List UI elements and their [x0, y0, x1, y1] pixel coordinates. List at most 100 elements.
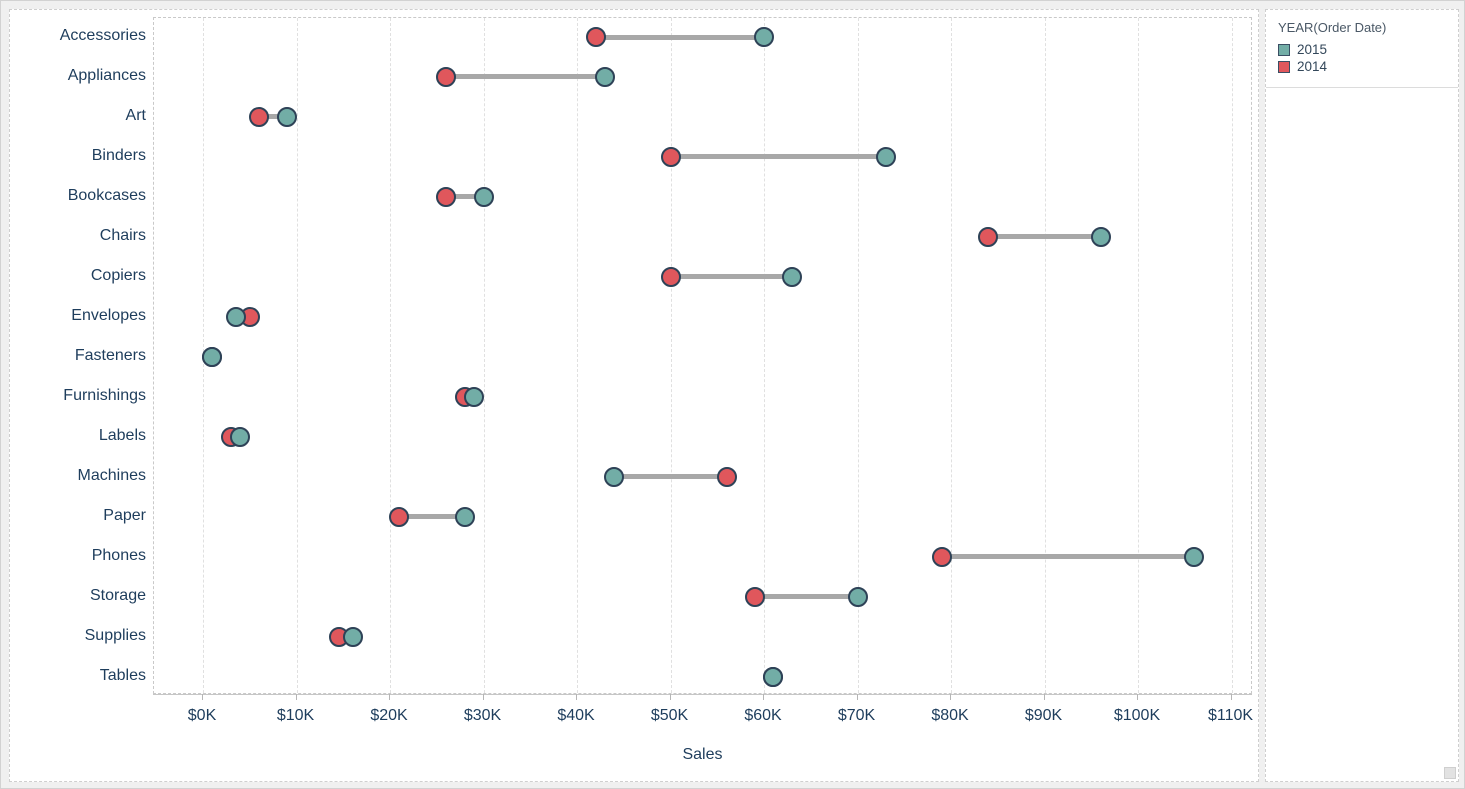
mark-2015[interactable]: [875, 146, 896, 167]
mark-2015[interactable]: [595, 66, 616, 87]
x-tick-mark: [482, 694, 484, 700]
x-tick-mark: [295, 694, 297, 700]
category-label[interactable]: Copiers: [90, 266, 146, 284]
legend-item-2015[interactable]: 2015: [1266, 41, 1458, 58]
x-tick-label: $90K: [1024, 707, 1063, 724]
gridline: [670, 18, 672, 693]
mark-2015[interactable]: [464, 386, 485, 407]
gridline: [390, 18, 391, 693]
category-label[interactable]: Envelopes: [71, 306, 146, 324]
x-tick-mark: [202, 694, 203, 700]
x-tick-label: $80K: [931, 707, 969, 724]
dumbbell-connector: [670, 274, 793, 280]
mark-2014[interactable]: [931, 546, 952, 567]
x-axis: Sales $0K $10K $20K $30K $40K $50K $60K $70K $80…: [153, 694, 1253, 774]
x-tick-label: $40K: [557, 707, 595, 724]
gridline: [1231, 18, 1233, 693]
legend-item-label: 2014: [1297, 59, 1328, 74]
category-label[interactable]: Appliances: [67, 66, 146, 84]
category-label[interactable]: Bookcases: [67, 186, 146, 204]
mark-2014[interactable]: [249, 106, 270, 127]
legend-item-2014[interactable]: 2014: [1266, 58, 1458, 75]
category-label[interactable]: Phones: [91, 546, 146, 564]
gridline: [951, 18, 952, 693]
mark-2014[interactable]: [978, 226, 999, 247]
legend-swatch: [1278, 43, 1290, 56]
mark-2015[interactable]: [847, 586, 868, 607]
category-label[interactable]: Furnishings: [63, 386, 146, 404]
mark-2015[interactable]: [754, 27, 774, 47]
dumbbell-connector: [941, 554, 1195, 560]
x-tick-mark: [1137, 694, 1138, 700]
dumbbell-connector: [670, 154, 886, 160]
chart-panel: Accessories Appliances Art Binders Bookcases…: [9, 9, 1259, 782]
category-label[interactable]: Labels: [98, 426, 146, 444]
legend-item-label: 2015: [1297, 42, 1328, 57]
x-axis-line: [153, 694, 1252, 695]
legend-swatch: [1278, 60, 1290, 73]
x-tick-label: $100K: [1113, 707, 1161, 724]
mark-2015[interactable]: [225, 306, 246, 327]
x-tick-mark: [763, 694, 764, 700]
mark-2014[interactable]: [436, 66, 457, 87]
mark-2015[interactable]: [342, 626, 363, 647]
x-tick-label: $30K: [463, 707, 502, 724]
x-tick-mark: [856, 694, 858, 700]
dumbbell-connector: [988, 234, 1101, 240]
x-tick-label: $10K: [276, 707, 315, 724]
dumbbell-connector: [399, 514, 465, 520]
mark-2015[interactable]: [277, 106, 298, 127]
plot-area[interactable]: [153, 17, 1252, 694]
category-label[interactable]: Supplies: [84, 626, 146, 644]
x-tick-mark: [1043, 694, 1045, 700]
x-axis-title: Sales: [682, 746, 723, 763]
mark-2015[interactable]: [473, 186, 494, 207]
dumbbell-connector: [446, 194, 484, 200]
x-tick-mark: [576, 694, 577, 700]
mark-2015[interactable]: [454, 506, 475, 527]
mark-2015[interactable]: [230, 426, 251, 447]
category-label[interactable]: Chairs: [99, 226, 146, 244]
mark-2015[interactable]: [202, 346, 223, 367]
dumbbell-connector: [259, 114, 288, 120]
x-tick-mark: [1230, 694, 1232, 700]
mark-2015[interactable]: [1090, 226, 1111, 247]
category-label[interactable]: Paper: [103, 506, 146, 524]
mark-2015[interactable]: [763, 666, 784, 687]
dumbbell-connector: [614, 474, 727, 480]
legend-panel: YEAR(Order Date) 2015 2014: [1265, 9, 1459, 782]
resize-corner[interactable]: [1444, 767, 1456, 779]
mark-2014[interactable]: [436, 186, 457, 207]
category-label[interactable]: Art: [125, 106, 146, 124]
x-tick-label: $0K: [187, 707, 217, 724]
mark-2014[interactable]: [389, 506, 410, 527]
gridline: [1044, 18, 1046, 693]
color-legend[interactable]: YEAR(Order Date) 2015 2014: [1266, 10, 1458, 88]
mark-2015[interactable]: [604, 466, 625, 487]
dumbbell-connector: [595, 34, 764, 40]
gridline: [764, 18, 765, 693]
mark-2014[interactable]: [585, 27, 606, 47]
x-tick-mark: [389, 694, 390, 700]
category-label[interactable]: Machines: [77, 466, 146, 484]
x-tick-label: $20K: [370, 707, 408, 724]
x-tick-label: $50K: [650, 707, 689, 724]
category-label[interactable]: Binders: [91, 146, 146, 164]
x-tick-mark: [950, 694, 951, 700]
mark-2014[interactable]: [660, 146, 681, 167]
gridline: [577, 18, 578, 693]
category-label[interactable]: Accessories: [59, 27, 146, 44]
category-label[interactable]: Fasteners: [74, 346, 146, 364]
legend-title: YEAR(Order Date): [1278, 20, 1387, 35]
dumbbell-connector: [446, 74, 606, 80]
mark-2015[interactable]: [1184, 546, 1205, 567]
category-label[interactable]: Tables: [99, 666, 146, 684]
category-label[interactable]: Storage: [89, 586, 146, 604]
x-tick-label: $110K: [1207, 707, 1254, 724]
gridline: [483, 18, 485, 693]
mark-2014[interactable]: [744, 586, 765, 607]
mark-2014[interactable]: [716, 466, 737, 487]
mark-2014[interactable]: [660, 266, 681, 287]
mark-2015[interactable]: [782, 266, 803, 287]
